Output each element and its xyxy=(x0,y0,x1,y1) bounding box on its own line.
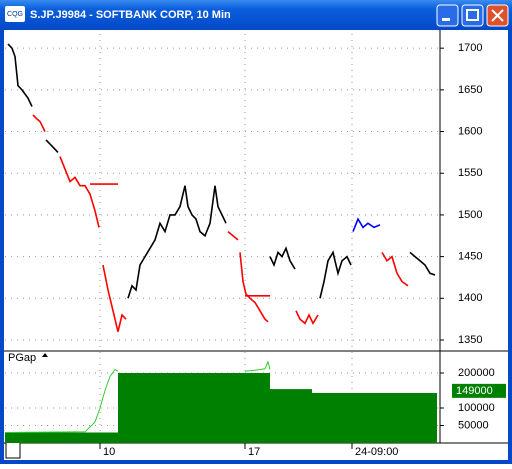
app-icon xyxy=(5,6,25,22)
y-tick-label: 1650 xyxy=(458,84,482,96)
minimize-icon xyxy=(442,18,450,21)
price-line xyxy=(102,264,127,332)
price-line xyxy=(45,139,59,153)
price-line xyxy=(32,114,46,132)
price-line xyxy=(227,230,239,241)
y-tick-label: 50000 xyxy=(458,419,489,431)
title-bar xyxy=(0,0,512,30)
y-tick-label: 1700 xyxy=(458,42,482,54)
price-line xyxy=(59,156,100,228)
volume-step xyxy=(312,392,437,443)
y-tick-label: 1550 xyxy=(458,167,482,179)
price-line xyxy=(239,252,269,323)
plot: 10 17 24-09:00 1350 1400 1450 1500 1550 1600 1650… xyxy=(4,34,506,458)
last-value-box xyxy=(452,383,506,398)
y-tick-label: 200000 xyxy=(458,367,495,379)
minimize-button[interactable] xyxy=(436,4,459,27)
price-line xyxy=(319,250,352,299)
y-tick-label: 1600 xyxy=(458,125,482,137)
price-line xyxy=(409,251,436,276)
y-tick-label: 100000 xyxy=(458,402,495,414)
y-tick-label: 1500 xyxy=(458,209,482,221)
x-tick-label: 10 xyxy=(103,446,115,458)
last-value-label: 149000 xyxy=(456,385,493,397)
maximize-button[interactable] xyxy=(461,4,484,27)
panel-marker xyxy=(42,353,48,357)
y-tick-label: 1400 xyxy=(458,292,482,304)
volume-step xyxy=(270,389,312,443)
price-line xyxy=(127,185,227,299)
window-title: S.JP.J9984 - SOFTBANK CORP, 10 Min xyxy=(30,9,231,21)
panel-title: PGap xyxy=(8,352,36,364)
y-tick-label: 1350 xyxy=(458,334,482,346)
close-icon xyxy=(491,9,504,22)
app-icon-text: CQG xyxy=(7,11,23,18)
maximize-icon xyxy=(466,9,479,21)
volume-step xyxy=(5,432,118,443)
price-line xyxy=(269,246,296,270)
volume-step xyxy=(118,373,270,443)
price-line xyxy=(295,310,319,325)
price-line xyxy=(7,43,33,107)
y-tick-label: 1450 xyxy=(458,251,482,263)
pgap-line xyxy=(4,360,271,433)
price-line xyxy=(352,217,381,232)
price-line xyxy=(381,251,409,287)
x-tick-label: 17 xyxy=(248,446,260,458)
x-tick-label: 24-09:00 xyxy=(355,446,398,458)
